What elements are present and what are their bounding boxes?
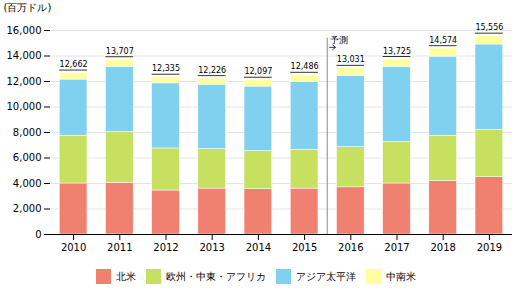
svg-text:2015: 2015 [292, 242, 317, 253]
svg-text:0: 0 [35, 229, 41, 240]
svg-text:2014: 2014 [246, 242, 271, 253]
svg-text:15,556: 15,556 [475, 23, 503, 32]
svg-text:8,000: 8,000 [13, 127, 42, 138]
svg-text:12,000: 12,000 [7, 76, 42, 87]
svg-text:2018: 2018 [430, 242, 455, 253]
svg-text:13,707: 13,707 [106, 47, 134, 56]
svg-text:16,000: 16,000 [7, 25, 42, 36]
svg-text:2012: 2012 [153, 242, 178, 253]
svg-text:2,000: 2,000 [13, 203, 42, 214]
svg-text:6,000: 6,000 [13, 152, 42, 163]
svg-text:13,725: 13,725 [383, 47, 411, 56]
svg-text:13,031: 13,031 [337, 55, 365, 64]
html-text:欧州・中東・アフリカ: 欧州・中東・アフリカ [166, 270, 266, 282]
svg-text:14,574: 14,574 [429, 36, 457, 45]
svg-text:12,097: 12,097 [244, 67, 272, 76]
html-text:中南米: 中南米 [386, 270, 416, 282]
svg-text:10,000: 10,000 [7, 101, 42, 112]
svg-text:2017: 2017 [384, 242, 409, 253]
svg-text:12,335: 12,335 [152, 64, 180, 73]
svg-text:2010: 2010 [61, 242, 86, 253]
html-text:アジア太平洋: アジア太平洋 [296, 270, 356, 282]
svg-text:14,000: 14,000 [7, 50, 42, 61]
svg-text:2013: 2013 [199, 242, 224, 253]
html-text:北米: 北米 [116, 270, 136, 282]
svg-text:12,226: 12,226 [198, 66, 226, 75]
svg-text:予測: 予測 [330, 35, 348, 45]
svg-text:2016: 2016 [338, 242, 363, 253]
svg-text:2011: 2011 [107, 242, 132, 253]
svg-text:4,000: 4,000 [13, 178, 42, 189]
svg-text:12,486: 12,486 [291, 62, 319, 71]
svg-text:12,662: 12,662 [60, 60, 88, 69]
svg-text:(百万ドル): (百万ドル) [4, 2, 52, 13]
svg-text:2019: 2019 [477, 242, 502, 253]
